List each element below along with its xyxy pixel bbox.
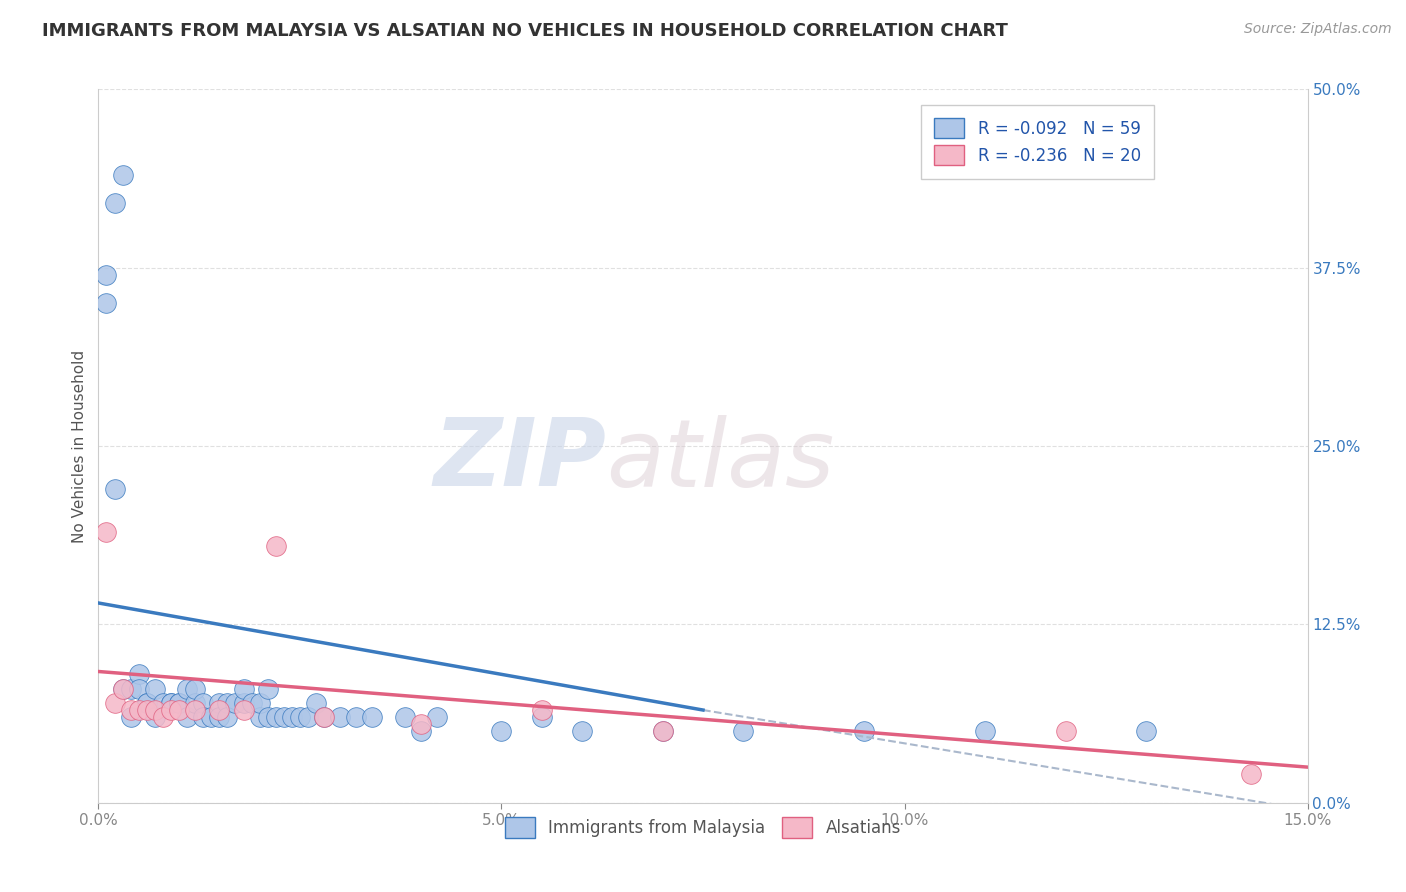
- Point: [530, 710, 553, 724]
- Point: [240, 696, 263, 710]
- Point: [217, 710, 239, 724]
- Point: [571, 724, 593, 739]
- Point: [1135, 724, 1157, 739]
- Point: [160, 703, 183, 717]
- Point: [152, 710, 174, 724]
- Text: IMMIGRANTS FROM MALAYSIA VS ALSATIAN NO VEHICLES IN HOUSEHOLD CORRELATION CHART: IMMIGRANTS FROM MALAYSIA VS ALSATIAN NO …: [42, 22, 1008, 40]
- Point: [135, 696, 157, 710]
- Point: [733, 724, 755, 739]
- Point: [409, 717, 432, 731]
- Point: [651, 724, 673, 739]
- Point: [184, 703, 207, 717]
- Legend: Immigrants from Malaysia, Alsatians: Immigrants from Malaysia, Alsatians: [498, 811, 908, 845]
- Point: [96, 268, 118, 282]
- Point: [184, 696, 207, 710]
- Text: atlas: atlas: [606, 415, 835, 506]
- Point: [232, 681, 254, 696]
- Point: [103, 196, 125, 211]
- Point: [128, 703, 150, 717]
- Point: [217, 696, 239, 710]
- Point: [167, 696, 190, 710]
- Point: [344, 710, 367, 724]
- Point: [297, 710, 319, 724]
- Point: [232, 703, 254, 717]
- Point: [853, 724, 876, 739]
- Point: [176, 710, 198, 724]
- Point: [160, 696, 183, 710]
- Point: [120, 710, 142, 724]
- Point: [167, 703, 190, 717]
- Point: [184, 681, 207, 696]
- Point: [491, 724, 513, 739]
- Point: [974, 724, 997, 739]
- Point: [1240, 767, 1263, 781]
- Point: [281, 710, 304, 724]
- Point: [128, 667, 150, 681]
- Point: [200, 710, 222, 724]
- Point: [120, 703, 142, 717]
- Y-axis label: No Vehicles in Household: No Vehicles in Household: [72, 350, 87, 542]
- Point: [111, 681, 134, 696]
- Point: [249, 710, 271, 724]
- Point: [208, 696, 231, 710]
- Point: [135, 696, 157, 710]
- Point: [160, 696, 183, 710]
- Point: [264, 539, 287, 553]
- Point: [167, 696, 190, 710]
- Point: [256, 710, 278, 724]
- Point: [530, 703, 553, 717]
- Point: [264, 710, 287, 724]
- Point: [273, 710, 295, 724]
- Point: [329, 710, 352, 724]
- Point: [288, 710, 311, 724]
- Point: [111, 168, 134, 182]
- Point: [361, 710, 384, 724]
- Point: [224, 696, 246, 710]
- Point: [305, 696, 328, 710]
- Point: [651, 724, 673, 739]
- Point: [120, 681, 142, 696]
- Point: [426, 710, 449, 724]
- Point: [143, 710, 166, 724]
- Point: [256, 681, 278, 696]
- Point: [249, 696, 271, 710]
- Point: [394, 710, 416, 724]
- Point: [232, 696, 254, 710]
- Point: [135, 703, 157, 717]
- Text: Source: ZipAtlas.com: Source: ZipAtlas.com: [1244, 22, 1392, 37]
- Point: [409, 724, 432, 739]
- Point: [193, 710, 215, 724]
- Point: [176, 681, 198, 696]
- Text: ZIP: ZIP: [433, 414, 606, 507]
- Point: [143, 703, 166, 717]
- Point: [208, 710, 231, 724]
- Point: [103, 482, 125, 496]
- Point: [103, 696, 125, 710]
- Point: [314, 710, 336, 724]
- Point: [96, 524, 118, 539]
- Point: [193, 696, 215, 710]
- Point: [208, 703, 231, 717]
- Point: [152, 696, 174, 710]
- Point: [143, 681, 166, 696]
- Point: [128, 681, 150, 696]
- Point: [1054, 724, 1077, 739]
- Point: [314, 710, 336, 724]
- Point: [111, 681, 134, 696]
- Point: [96, 296, 118, 310]
